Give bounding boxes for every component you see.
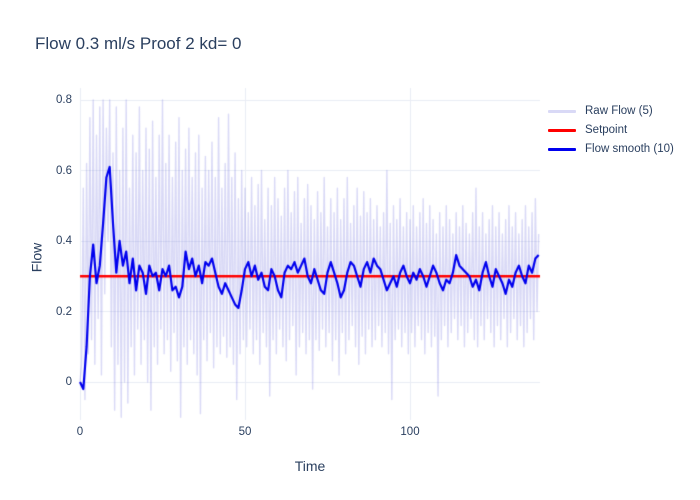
legend-item-setpoint[interactable]: Setpoint: [548, 123, 674, 137]
legend-item-raw-flow[interactable]: Raw Flow (5): [548, 104, 674, 118]
flow-smooth-line-swatch: [548, 147, 576, 151]
legend-label: Setpoint: [585, 124, 628, 136]
y-axis-title: Flow: [28, 242, 45, 273]
x-tick-label: 100: [400, 426, 420, 438]
y-tick-label: 0.2: [56, 306, 72, 318]
chart-title: Flow 0.3 ml/s Proof 2 kd= 0: [35, 34, 242, 53]
y-tick-label: 0.4: [56, 235, 72, 247]
setpoint-line-swatch: [548, 128, 576, 132]
legend: Raw Flow (5) Setpoint Flow smooth (10): [548, 104, 674, 156]
x-tick-label: 0: [76, 426, 84, 438]
raw-flow-line-swatch: [548, 109, 576, 113]
x-axis-title: Time: [294, 458, 326, 474]
legend-label: Raw Flow (5): [585, 105, 653, 117]
x-tick-label: 50: [238, 426, 252, 438]
y-tick-label: 0.8: [56, 94, 72, 106]
y-tick-label: 0.6: [56, 165, 72, 177]
legend-label: Flow smooth (10): [585, 143, 674, 155]
legend-item-flow-smooth[interactable]: Flow smooth (10): [548, 142, 674, 156]
y-tick-label: 0: [65, 376, 72, 388]
